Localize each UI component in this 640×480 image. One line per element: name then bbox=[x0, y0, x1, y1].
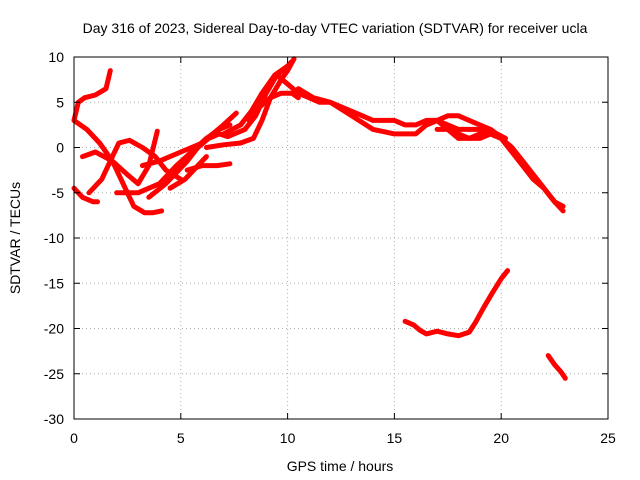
y-tick-label: -30 bbox=[44, 411, 64, 427]
x-tick-label: 15 bbox=[387, 430, 403, 446]
y-tick-label: 0 bbox=[56, 140, 64, 156]
series-track-s bbox=[545, 353, 568, 381]
y-tick-labels: -30 -25 -20 -15 -10 -5 0 5 10 bbox=[44, 49, 64, 427]
series-track-a bbox=[71, 68, 113, 123]
y-axis-label: SDTVAR / TECUs bbox=[7, 182, 23, 294]
chart-title: Day 316 of 2023, Sidereal Day-to-day VTE… bbox=[83, 20, 588, 36]
axis-ticks bbox=[73, 56, 609, 420]
x-tick-label: 25 bbox=[600, 430, 616, 446]
y-tick-label: 5 bbox=[56, 94, 64, 110]
y-tick-label: -25 bbox=[44, 366, 64, 382]
series-track-j bbox=[184, 161, 233, 173]
series-track-m bbox=[246, 90, 301, 123]
y-tick-label: 10 bbox=[48, 49, 64, 65]
y-tick-label: -5 bbox=[52, 185, 65, 201]
x-axis-label: GPS time / hours bbox=[287, 458, 394, 474]
x-tick-label: 0 bbox=[70, 430, 78, 446]
series-track-e bbox=[86, 137, 184, 196]
series-track-b bbox=[71, 117, 165, 216]
y-tick-label: -20 bbox=[44, 321, 64, 337]
y-tick-label: -10 bbox=[44, 230, 64, 246]
series-track-i bbox=[167, 154, 209, 191]
series-track-k bbox=[203, 56, 297, 150]
series-track-r bbox=[402, 268, 511, 339]
grid-lines bbox=[74, 57, 608, 419]
x-tick-label: 20 bbox=[493, 430, 509, 446]
data-series bbox=[71, 56, 568, 381]
x-tick-labels: 0 5 10 15 20 25 bbox=[70, 430, 616, 446]
series-track-n bbox=[274, 72, 566, 214]
series-track-q bbox=[434, 126, 547, 191]
x-tick-label: 10 bbox=[280, 430, 296, 446]
x-tick-label: 5 bbox=[177, 430, 185, 446]
y-tick-label: -15 bbox=[44, 275, 64, 291]
